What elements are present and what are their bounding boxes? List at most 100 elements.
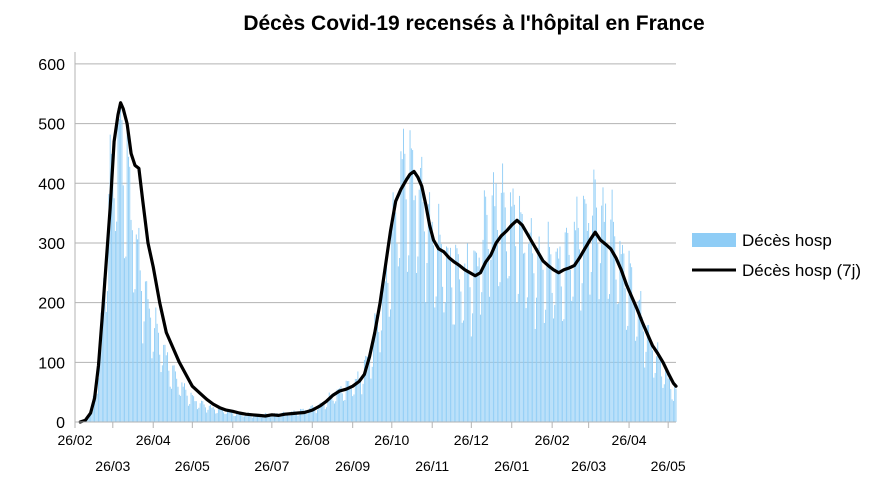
bar bbox=[674, 387, 676, 422]
x-tick-label-top: 26/04 bbox=[612, 432, 647, 448]
bar bbox=[642, 331, 644, 422]
bar bbox=[530, 218, 532, 422]
bar bbox=[431, 221, 433, 422]
bar bbox=[562, 321, 564, 422]
bar bbox=[251, 417, 253, 422]
bar bbox=[568, 254, 570, 422]
bar bbox=[516, 302, 518, 422]
bar bbox=[268, 415, 270, 422]
bar bbox=[511, 206, 513, 422]
bar bbox=[446, 246, 447, 422]
bar bbox=[172, 365, 174, 422]
bar bbox=[526, 297, 528, 422]
bar bbox=[489, 296, 491, 422]
bar bbox=[135, 234, 137, 422]
bar bbox=[347, 381, 348, 422]
bar bbox=[418, 189, 420, 422]
bar bbox=[661, 376, 663, 422]
bar bbox=[199, 403, 201, 422]
y-axis-labels: 0 100 200 300 400 500 600 bbox=[38, 57, 65, 432]
bar bbox=[572, 296, 574, 422]
bar bbox=[585, 203, 587, 422]
bar bbox=[340, 386, 342, 422]
bar bbox=[129, 166, 131, 422]
bar bbox=[130, 219, 132, 422]
bar bbox=[404, 153, 406, 422]
bar bbox=[652, 350, 653, 422]
bar bbox=[147, 299, 149, 422]
bar bbox=[310, 406, 312, 422]
bar bbox=[354, 378, 356, 422]
bar bbox=[474, 251, 476, 422]
bar bbox=[626, 329, 627, 422]
bar bbox=[491, 195, 493, 422]
x-axis-labels-bottom-row: 26/03 26/05 26/07 26/09 26/11 26/01 26/03 26/05 bbox=[95, 458, 686, 474]
bar bbox=[650, 343, 652, 422]
bar bbox=[333, 403, 335, 422]
bar bbox=[237, 412, 239, 422]
bar bbox=[515, 246, 517, 422]
bar bbox=[193, 396, 195, 422]
bar bbox=[104, 282, 106, 422]
bar bbox=[653, 377, 655, 422]
bar bbox=[108, 194, 110, 422]
bar bbox=[639, 299, 640, 422]
bar bbox=[95, 387, 97, 422]
bar bbox=[459, 279, 461, 422]
bar bbox=[208, 405, 210, 422]
bar bbox=[330, 395, 331, 422]
bar bbox=[150, 317, 152, 422]
bar bbox=[607, 298, 609, 422]
bar bbox=[324, 409, 326, 422]
bar bbox=[339, 388, 341, 422]
bar bbox=[374, 313, 376, 422]
y-tick-label: 400 bbox=[38, 176, 65, 193]
bar bbox=[220, 408, 222, 422]
bar bbox=[187, 405, 189, 422]
bar bbox=[417, 256, 419, 422]
bar bbox=[603, 221, 605, 422]
bar bbox=[483, 190, 485, 422]
bar bbox=[427, 204, 429, 422]
bar bbox=[575, 230, 577, 422]
bar bbox=[194, 401, 196, 422]
bar bbox=[182, 386, 184, 422]
bar bbox=[553, 318, 554, 422]
bar bbox=[476, 252, 477, 422]
bar bbox=[549, 246, 550, 422]
bar bbox=[478, 257, 480, 422]
bar bbox=[315, 413, 317, 422]
bar bbox=[362, 383, 364, 422]
bar bbox=[190, 392, 192, 422]
bar bbox=[669, 376, 670, 422]
bar bbox=[114, 231, 116, 422]
bar bbox=[244, 416, 245, 422]
bar bbox=[122, 185, 124, 422]
x-tick-label-bottom: 26/03 bbox=[571, 458, 606, 474]
bar bbox=[611, 189, 613, 422]
bar bbox=[405, 199, 407, 422]
bar bbox=[240, 414, 242, 422]
bar bbox=[442, 286, 444, 422]
bar bbox=[460, 291, 462, 422]
bar bbox=[383, 270, 385, 422]
bar bbox=[245, 413, 247, 422]
bar bbox=[284, 412, 286, 422]
bar bbox=[236, 411, 238, 422]
bar bbox=[599, 263, 601, 422]
y-tick-label: 500 bbox=[38, 117, 65, 134]
bar bbox=[202, 401, 204, 422]
bar bbox=[636, 336, 638, 422]
bar bbox=[137, 239, 139, 422]
y-tick-label: 300 bbox=[38, 236, 65, 253]
bar bbox=[121, 120, 123, 422]
bar bbox=[473, 250, 475, 422]
bar bbox=[323, 403, 325, 422]
bar bbox=[541, 256, 543, 422]
bar bbox=[343, 400, 345, 422]
bar bbox=[434, 307, 436, 422]
bar bbox=[502, 163, 504, 422]
bar bbox=[509, 192, 511, 422]
x-tick-label-top: 26/02 bbox=[535, 432, 570, 448]
bar bbox=[96, 393, 98, 422]
